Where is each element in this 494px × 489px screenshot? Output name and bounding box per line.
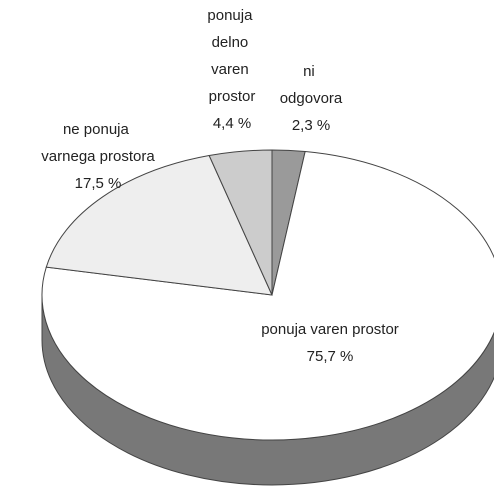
- value-label: 2,3 %: [292, 117, 330, 134]
- value-label: 4,4 %: [213, 115, 251, 132]
- slice: [208, 149, 273, 296]
- slice-label: ponuja varen prostor: [261, 321, 399, 338]
- slice-label: ni odgovora: [280, 63, 343, 107]
- slice-label: ponuja delno varen prostor: [207, 7, 256, 105]
- slice: [41, 150, 494, 441]
- value-label: 17,5 %: [75, 175, 122, 192]
- value-label: 75,7 %: [307, 348, 354, 365]
- slice-label: ne ponuja varnega prostora: [41, 121, 155, 165]
- slice: [45, 154, 273, 296]
